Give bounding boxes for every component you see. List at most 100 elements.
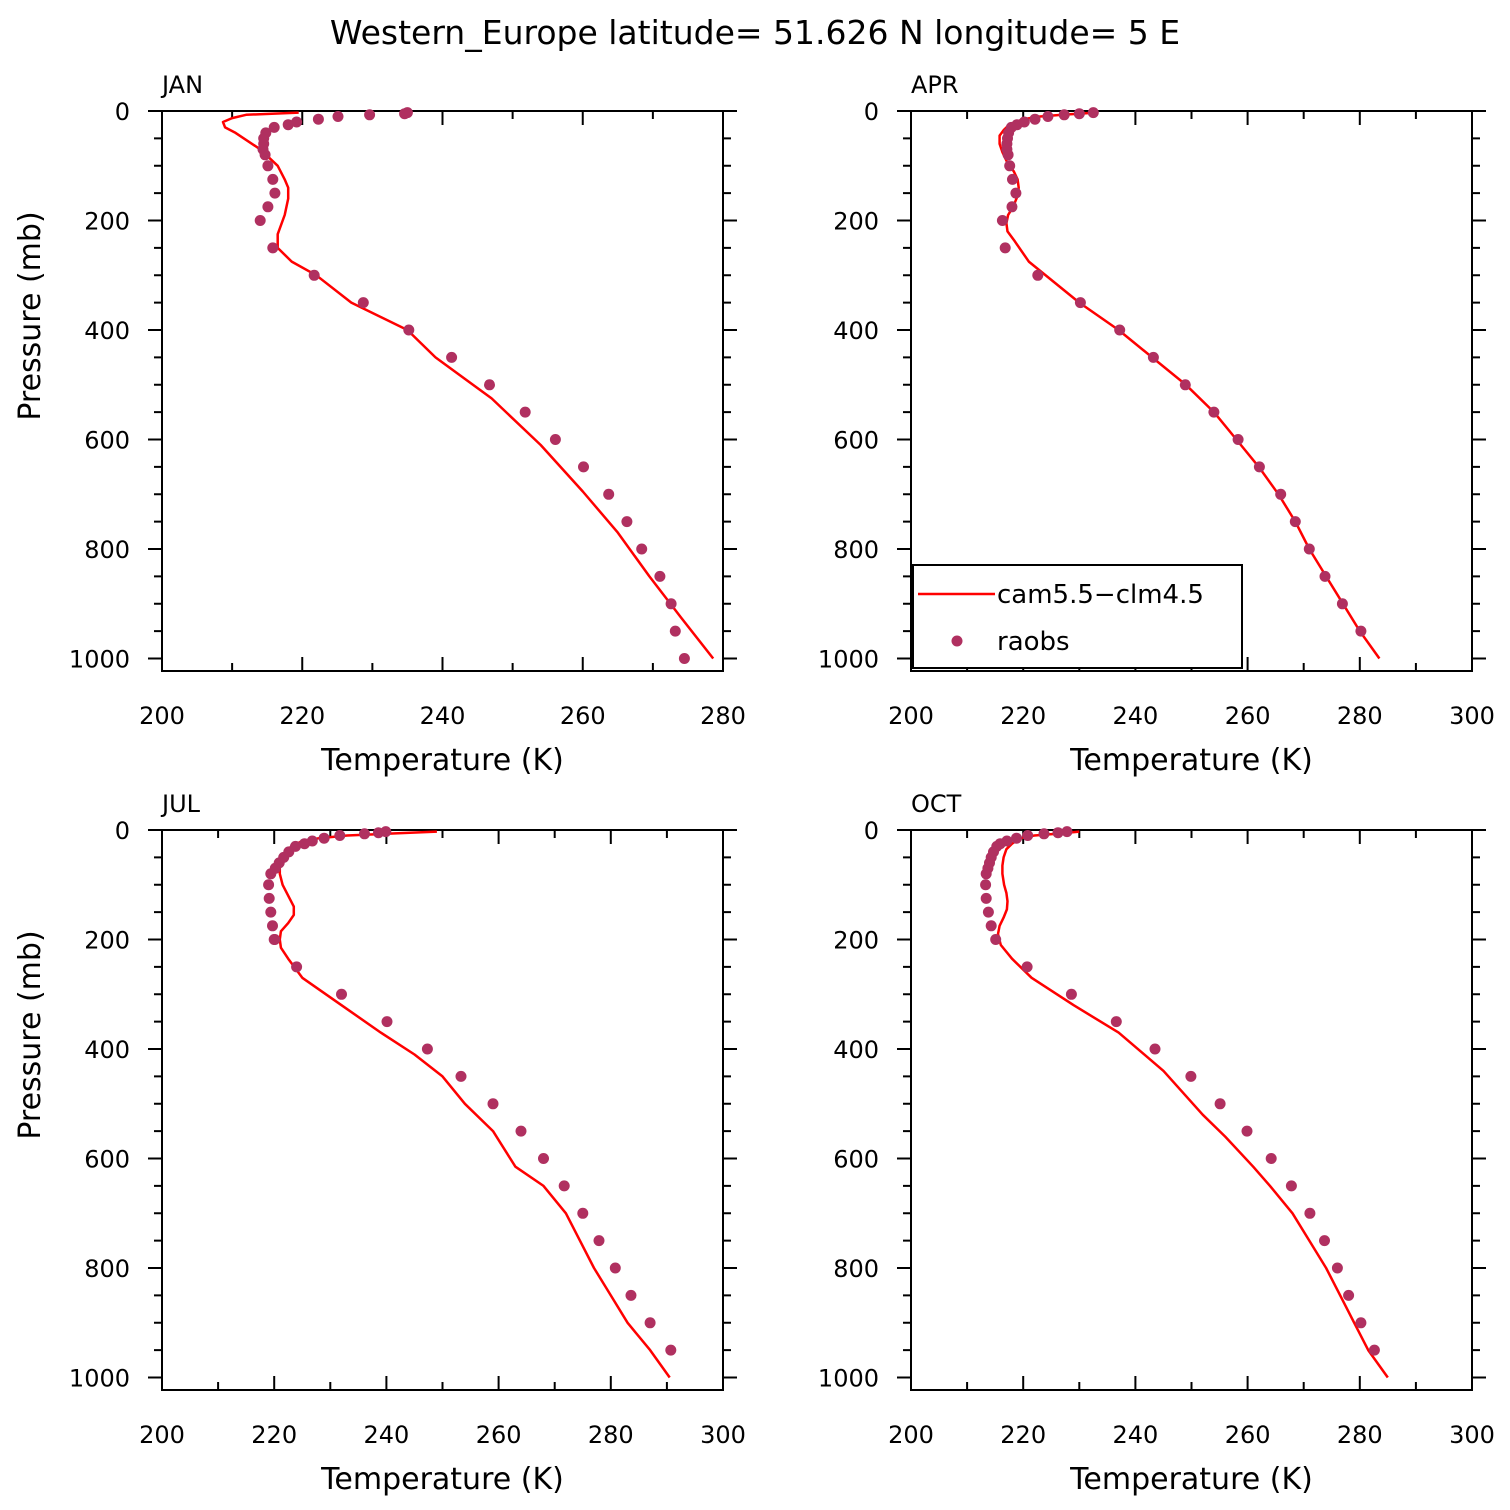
obs-point — [549, 434, 561, 445]
obs-point — [357, 297, 369, 309]
obs-point — [669, 625, 681, 637]
obs-point — [999, 242, 1011, 254]
obs-point — [1147, 351, 1159, 363]
obs-point — [1149, 1043, 1161, 1055]
obs-point — [519, 406, 531, 418]
obs-point — [1355, 625, 1367, 637]
obs-point — [1232, 434, 1244, 445]
x-tick-label: 240 — [363, 1421, 409, 1449]
x-tick-label: 220 — [251, 1421, 297, 1449]
legend-label-model: cam5.5−clm4.5 — [997, 580, 1204, 610]
plot-frame — [161, 829, 724, 1391]
obs-point — [265, 906, 277, 918]
obs-point — [265, 868, 277, 880]
obs-point — [446, 351, 458, 363]
obs-point — [381, 1016, 393, 1028]
obs-point — [269, 187, 281, 199]
y-tick-label: 200 — [833, 927, 879, 955]
y-tick-label: 400 — [833, 1036, 879, 1064]
series-line-model — [221, 111, 715, 660]
obs-point — [1343, 1289, 1355, 1301]
y-tick-label: 1000 — [818, 1365, 879, 1393]
obs-point — [455, 1070, 467, 1082]
x-tick-label: 200 — [888, 702, 934, 730]
x-tick-label: 220 — [1000, 1421, 1046, 1449]
obs-point — [373, 827, 384, 839]
obs-point — [1336, 598, 1348, 610]
obs-point — [487, 1098, 499, 1110]
panels: JAN 200 220 240 260 280 0 200 400 600 800 1000 Tempe… — [13, 71, 1495, 1497]
x-tick-label: 240 — [1112, 1421, 1158, 1449]
obs-point — [318, 832, 330, 844]
obs-point — [636, 543, 648, 555]
panel-oct: OCT 200 220 240 260 280 300 0 200 400 600 800 1000 Te… — [818, 790, 1495, 1497]
obs-point — [1022, 830, 1034, 841]
series-line-model — [278, 830, 671, 1379]
obs-point — [334, 830, 346, 841]
obs-point — [263, 892, 275, 904]
obs-point — [1004, 160, 1016, 172]
x-tick-label: 240 — [1112, 702, 1158, 730]
x-tick-label: 280 — [700, 702, 746, 730]
y-tick-label: 0 — [864, 817, 879, 845]
obs-point — [558, 1180, 570, 1192]
obs-point — [1042, 111, 1054, 122]
obs-point — [1214, 1098, 1226, 1110]
obs-point — [269, 934, 281, 945]
x-tick-label: 300 — [1449, 1421, 1495, 1449]
obs-point — [621, 516, 633, 528]
obs-point — [259, 149, 271, 161]
obs-point — [332, 111, 344, 122]
obs-point — [1179, 379, 1191, 391]
y-tick-label: 0 — [115, 98, 130, 126]
obs-point — [262, 160, 274, 172]
y-tick-label: 1000 — [69, 1365, 130, 1393]
obs-point — [1253, 461, 1265, 473]
obs-point — [282, 119, 294, 131]
legend: cam5.5−clm4.5 raobs — [912, 564, 1243, 669]
obs-point — [1304, 1207, 1316, 1219]
x-tick-label: 300 — [700, 1421, 746, 1449]
panel-jan: JAN 200 220 240 260 280 0 200 400 600 800 1000 Tempe… — [13, 71, 746, 778]
x-tick-label: 200 — [888, 1421, 934, 1449]
obs-point — [359, 828, 370, 840]
x-tick-label: 260 — [1225, 1421, 1271, 1449]
x-tick-label: 260 — [476, 1421, 522, 1449]
panel-apr: APR 200 220 240 260 280 300 0 200 400 600 800 1000 Te… — [818, 71, 1495, 778]
y-tick-label: 800 — [833, 1255, 879, 1283]
obs-point — [985, 920, 997, 932]
x-axis-label: Temperature (K) — [1069, 743, 1313, 778]
y-tick-label: 800 — [833, 536, 879, 564]
obs-point — [644, 1317, 656, 1329]
obs-point — [625, 1289, 637, 1301]
obs-point — [291, 116, 303, 128]
obs-point — [421, 1043, 433, 1055]
obs-point — [1185, 1070, 1197, 1082]
y-axis-label: Pressure (mb) — [13, 211, 48, 420]
series-line-model — [996, 830, 1389, 1379]
x-tick-label: 300 — [1449, 702, 1495, 730]
obs-point — [593, 1235, 605, 1247]
obs-point — [1114, 324, 1126, 336]
y-tick-label: 1000 — [818, 646, 879, 674]
y-tick-label: 600 — [84, 427, 130, 455]
obs-point — [267, 920, 278, 932]
obs-point — [268, 121, 280, 133]
obs-point — [1289, 516, 1301, 528]
obs-point — [538, 1153, 549, 1164]
plot-frame — [161, 110, 724, 672]
x-tick-label: 260 — [1225, 702, 1271, 730]
obs-point — [291, 961, 303, 973]
x-axis-label: Temperature (K) — [1069, 1462, 1313, 1497]
legend-marker-swatch — [951, 635, 963, 647]
obs-point — [990, 934, 1002, 945]
obs-point — [1065, 988, 1077, 1000]
obs-point — [577, 1207, 589, 1219]
obs-point — [1110, 1016, 1122, 1028]
panel-label: JAN — [160, 71, 203, 99]
obs-point — [1285, 1180, 1297, 1192]
legend-box — [912, 564, 1243, 669]
obs-point — [263, 879, 275, 891]
obs-point — [1241, 1125, 1253, 1137]
obs-point — [1006, 201, 1018, 213]
